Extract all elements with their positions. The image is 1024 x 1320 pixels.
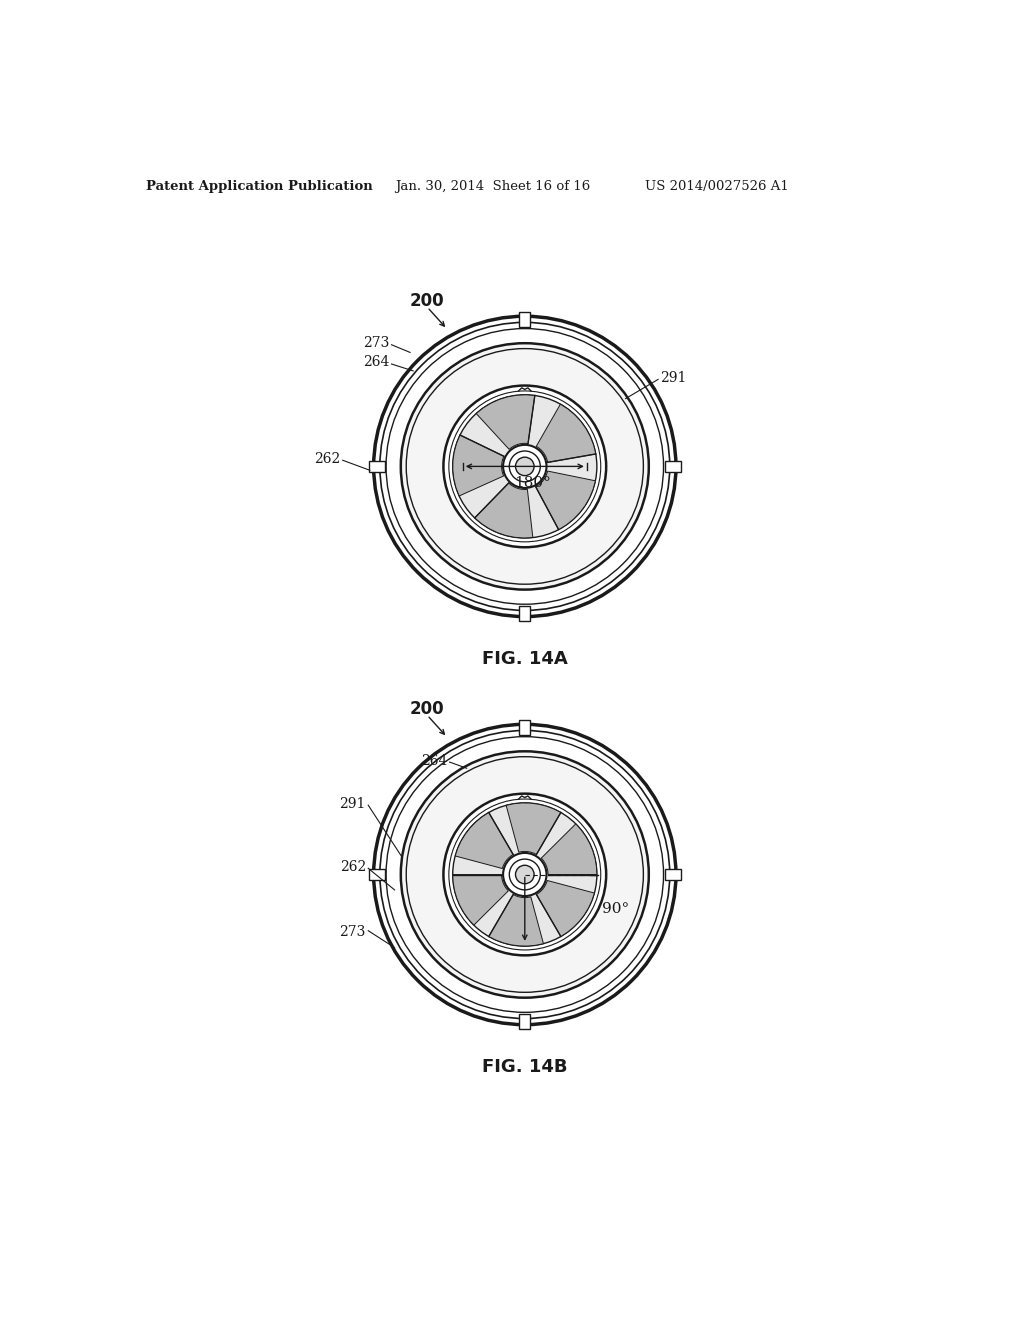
Polygon shape: [488, 895, 544, 946]
Polygon shape: [542, 824, 597, 875]
Text: 90°: 90°: [602, 902, 630, 916]
Bar: [665, 461, 681, 471]
Circle shape: [515, 457, 535, 475]
Text: 273: 273: [362, 337, 389, 350]
Circle shape: [503, 853, 547, 896]
Bar: [519, 719, 530, 735]
Polygon shape: [476, 395, 535, 449]
Circle shape: [453, 395, 597, 539]
Bar: [369, 869, 385, 880]
Bar: [665, 869, 681, 880]
Circle shape: [443, 385, 606, 548]
Polygon shape: [453, 436, 504, 496]
Polygon shape: [537, 880, 594, 936]
Text: 262: 262: [314, 451, 340, 466]
Circle shape: [503, 445, 547, 488]
Text: 264: 264: [421, 754, 447, 767]
Circle shape: [374, 317, 676, 616]
Text: 262: 262: [340, 859, 366, 874]
Bar: [519, 606, 530, 622]
Text: 200: 200: [410, 700, 444, 718]
Bar: [519, 312, 530, 327]
Text: Jan. 30, 2014  Sheet 16 of 16: Jan. 30, 2014 Sheet 16 of 16: [394, 181, 590, 194]
Bar: [519, 1014, 530, 1030]
Text: US 2014/0027526 A1: US 2014/0027526 A1: [645, 181, 788, 194]
Circle shape: [374, 725, 676, 1024]
Text: 291: 291: [340, 797, 366, 810]
Text: Patent Application Publication: Patent Application Publication: [146, 181, 373, 194]
Circle shape: [515, 866, 535, 884]
Polygon shape: [506, 803, 561, 854]
Polygon shape: [537, 404, 596, 462]
Text: FIG. 14B: FIG. 14B: [482, 1059, 567, 1076]
Text: 273: 273: [340, 925, 366, 940]
Text: 180°: 180°: [514, 477, 551, 490]
Circle shape: [400, 343, 649, 590]
Polygon shape: [453, 875, 508, 925]
Text: 291: 291: [660, 371, 687, 385]
Text: 264: 264: [362, 355, 389, 370]
Circle shape: [400, 751, 649, 998]
Polygon shape: [475, 483, 532, 539]
Polygon shape: [456, 813, 513, 869]
Bar: [369, 461, 385, 471]
Circle shape: [453, 803, 597, 946]
Circle shape: [443, 793, 606, 956]
Text: 200: 200: [410, 292, 444, 310]
Polygon shape: [536, 471, 595, 529]
Text: FIG. 14A: FIG. 14A: [482, 649, 567, 668]
